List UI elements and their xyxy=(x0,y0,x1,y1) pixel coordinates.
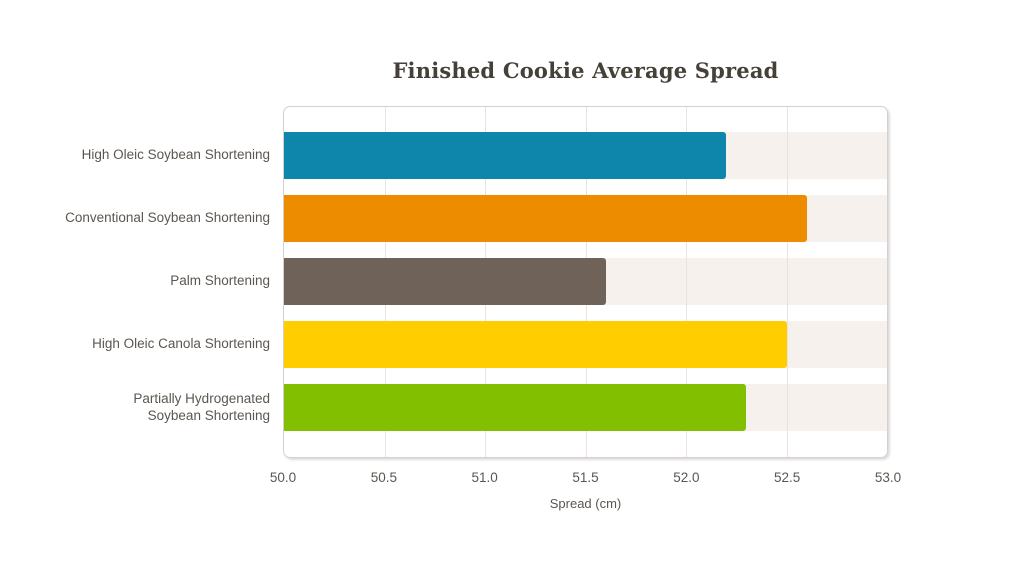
bar xyxy=(284,384,747,431)
category-label: Conventional Soybean Shortening xyxy=(65,210,270,226)
x-tick-label: 53.0 xyxy=(874,470,902,485)
bar xyxy=(284,195,807,242)
bars-layer xyxy=(284,107,887,457)
category-label: Palm Shortening xyxy=(170,273,270,289)
x-tick-label: 51.0 xyxy=(471,470,498,485)
x-tick-label: 50.0 xyxy=(269,470,297,485)
x-axis-title: Spread (cm) xyxy=(549,496,622,511)
bar xyxy=(284,132,727,179)
x-tick-label: 51.5 xyxy=(572,470,599,485)
category-label: Partially Hydrogenated Soybean Shortenin… xyxy=(133,391,270,423)
category-label: High Oleic Canola Shortening xyxy=(92,336,270,352)
gridline xyxy=(786,107,788,457)
plot-area xyxy=(283,106,888,458)
chart-title: Finished Cookie Average Spread xyxy=(392,58,779,83)
category-labels-column: High Oleic Soybean Shortening Conventiona… xyxy=(0,107,270,457)
x-tick-label: 52.5 xyxy=(774,470,801,485)
gridline xyxy=(686,107,687,457)
category-label: High Oleic Soybean Shortening xyxy=(81,147,270,163)
x-axis-ticks: 50.0 50.5 51.0 51.5 52.0 52.5 53.0 xyxy=(270,470,901,488)
x-tick-label: 50.5 xyxy=(370,470,397,485)
bar xyxy=(284,258,606,305)
bar xyxy=(284,321,787,368)
x-tick-label: 52.0 xyxy=(673,470,700,485)
